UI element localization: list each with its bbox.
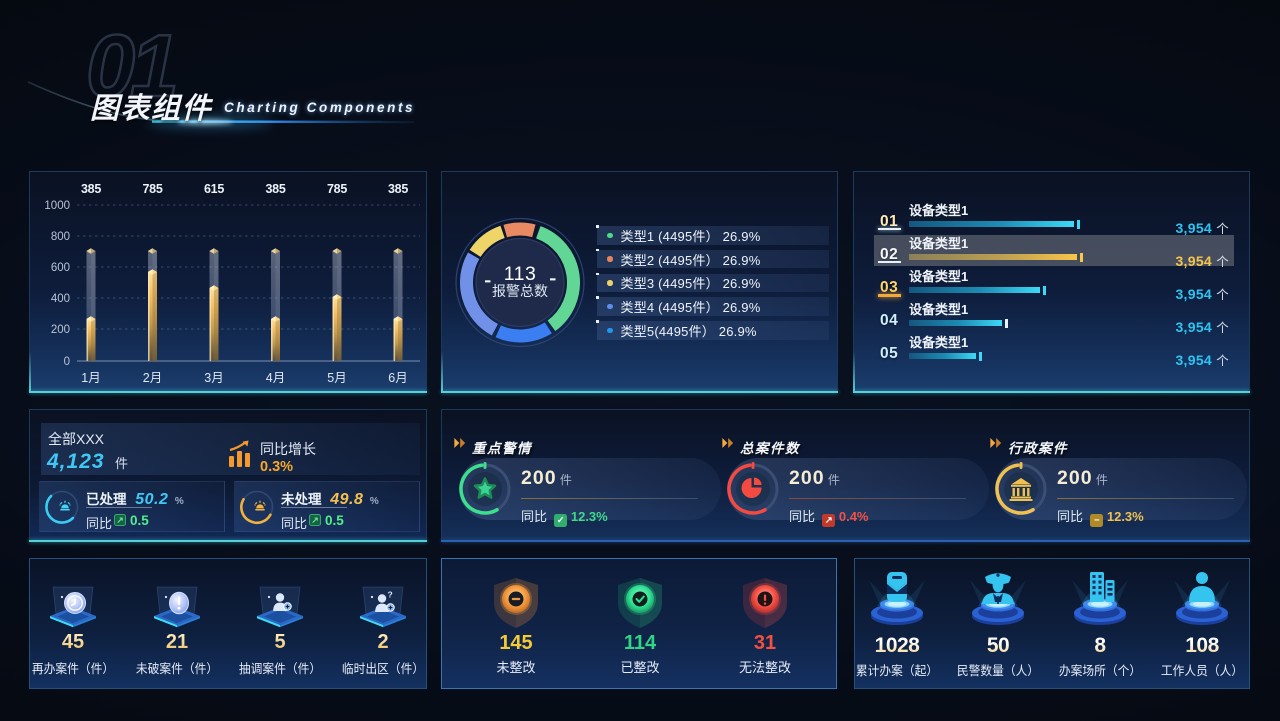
svg-text:800: 800 <box>51 231 70 243</box>
svg-text:0: 0 <box>64 356 70 368</box>
svg-text:4月: 4月 <box>266 371 285 385</box>
svg-text:385: 385 <box>81 182 101 196</box>
svg-text:385: 385 <box>388 182 408 196</box>
svg-text:1月: 1月 <box>81 371 100 385</box>
svg-text:200: 200 <box>51 324 70 336</box>
svg-text:?: ? <box>388 590 393 600</box>
svg-text:600: 600 <box>51 262 70 274</box>
svg-text:785: 785 <box>143 182 163 196</box>
svg-text:2月: 2月 <box>143 371 162 385</box>
svg-text:3月: 3月 <box>204 371 223 385</box>
svg-text:5月: 5月 <box>327 371 346 385</box>
svg-text:113: 113 <box>504 263 537 285</box>
svg-text:400: 400 <box>51 293 70 305</box>
svg-text:385: 385 <box>266 182 286 196</box>
svg-text:615: 615 <box>204 182 224 196</box>
svg-text:785: 785 <box>327 182 347 196</box>
svg-text:6月: 6月 <box>388 371 407 385</box>
svg-text:报警总数: 报警总数 <box>492 283 548 299</box>
svg-text:1000: 1000 <box>44 200 70 212</box>
